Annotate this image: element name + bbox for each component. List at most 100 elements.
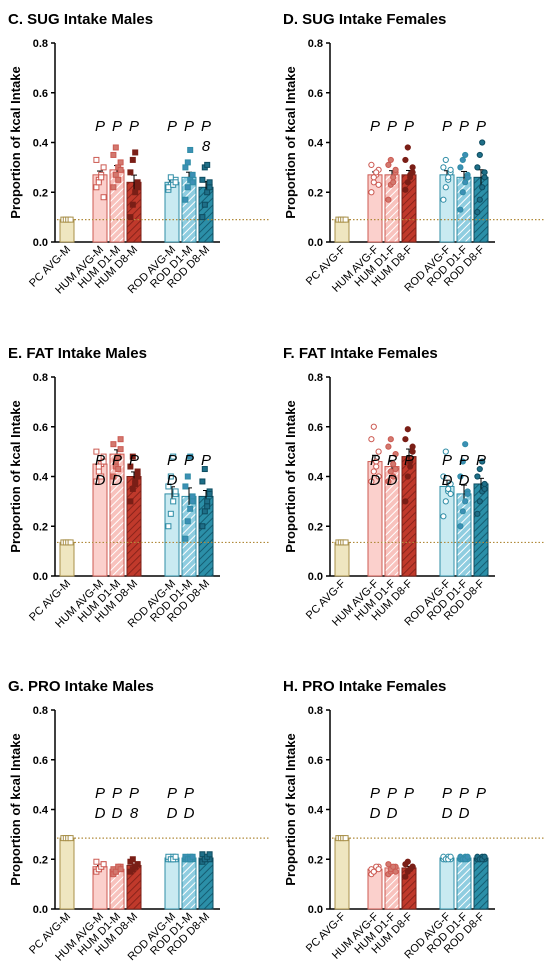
data-point [442, 448, 449, 455]
data-point [385, 161, 392, 168]
data-point [67, 835, 74, 842]
y-tick-label: 0.6 [33, 88, 48, 100]
data-point [206, 490, 213, 497]
data-point [390, 863, 397, 870]
data-point [409, 443, 416, 450]
y-tick-label: 0.2 [308, 521, 323, 533]
data-point [442, 498, 449, 505]
data-point [189, 498, 196, 505]
data-point [110, 151, 117, 158]
data-point [462, 151, 469, 159]
data-point [474, 473, 481, 480]
data-point [462, 441, 469, 448]
data-point [132, 480, 139, 487]
data-point [387, 436, 394, 443]
data-point [184, 184, 191, 191]
data-point [134, 184, 141, 191]
data-point [447, 490, 454, 498]
panel-6: H. PRO Intake Females Proportion of kcal … [283, 678, 545, 962]
panel-title: F. FAT Intake Females [283, 345, 438, 362]
data-point [392, 465, 399, 473]
bar-pc-avg-f [334, 837, 350, 910]
panel-title: E. FAT Intake Males [8, 345, 147, 362]
data-point [110, 184, 117, 191]
data-point [189, 179, 196, 186]
data-point [445, 174, 452, 181]
data-point [100, 861, 107, 868]
data-point [201, 508, 208, 515]
significance-label: P [95, 452, 105, 469]
data-point [117, 159, 124, 166]
y-tick-label: 0.0 [33, 904, 48, 916]
data-point [187, 453, 194, 460]
data-point [134, 468, 141, 475]
y-tick-label: 0.0 [308, 904, 323, 916]
data-point [474, 209, 481, 216]
y-tick-label: 0.4 [308, 138, 324, 150]
data-point [110, 441, 117, 448]
panel-5: G. PRO Intake Males Proportion of kcal In… [8, 678, 270, 963]
significance-label: P [442, 118, 452, 135]
data-point [368, 478, 375, 485]
y-tick-label: 0.0 [33, 571, 48, 583]
y-tick-label: 0.4 [308, 805, 324, 817]
panel-3: E. FAT Intake Males Proportion of kcal In… [8, 345, 270, 630]
bar-rod-avg-m [164, 493, 180, 577]
data-point [385, 443, 392, 450]
data-point [167, 510, 174, 517]
data-point [132, 149, 139, 156]
data-point [392, 868, 399, 875]
y-axis-label: Proportion of kcal Intake [283, 733, 298, 885]
data-point [370, 468, 377, 475]
significance-label: P [476, 118, 486, 135]
y-tick-label: 0.4 [33, 138, 49, 150]
data-point [476, 498, 483, 505]
data-point [373, 463, 380, 470]
data-point [206, 179, 213, 186]
data-point [129, 856, 136, 863]
significance-label: P [129, 452, 139, 469]
data-point [462, 498, 469, 505]
data-point [206, 851, 213, 858]
data-point [112, 144, 119, 151]
data-point [127, 498, 134, 505]
significance-label: P [201, 452, 211, 469]
data-point [170, 498, 177, 505]
bar-rod-d8-m [198, 857, 214, 910]
data-point [476, 465, 483, 473]
bar-rod-avg-m [164, 857, 180, 910]
data-point [199, 851, 206, 858]
data-point [182, 535, 189, 542]
data-point [457, 523, 464, 530]
data-point [184, 159, 191, 166]
data-point [201, 466, 208, 473]
data-point [481, 485, 488, 493]
significance-label: D [95, 805, 106, 822]
data-point [479, 184, 486, 191]
data-point [447, 853, 454, 860]
bar-pc-avg-f [334, 219, 350, 243]
data-point [117, 866, 124, 873]
data-point [447, 166, 454, 173]
panel-1: C. SUG Intake Males Proportion of kcal In… [8, 11, 270, 296]
data-point [98, 473, 105, 480]
significance-label: D [459, 472, 470, 489]
data-point [112, 458, 119, 465]
bar-pc-avg-m [59, 219, 75, 243]
significance-label: P [112, 452, 122, 469]
significance-label: P [112, 118, 122, 135]
data-point [370, 868, 377, 875]
data-point [375, 473, 382, 480]
data-point [385, 861, 392, 868]
significance-label: P [129, 785, 139, 802]
data-point [440, 196, 447, 203]
significance-label: P [184, 452, 194, 469]
data-point [390, 473, 397, 480]
y-axis-label: Proportion of kcal Intake [8, 400, 23, 552]
panel-title: H. PRO Intake Females [283, 678, 446, 695]
data-point [100, 164, 107, 171]
data-point [402, 436, 409, 443]
data-point [199, 176, 206, 183]
data-point [134, 861, 141, 868]
significance-label: P [387, 118, 397, 135]
